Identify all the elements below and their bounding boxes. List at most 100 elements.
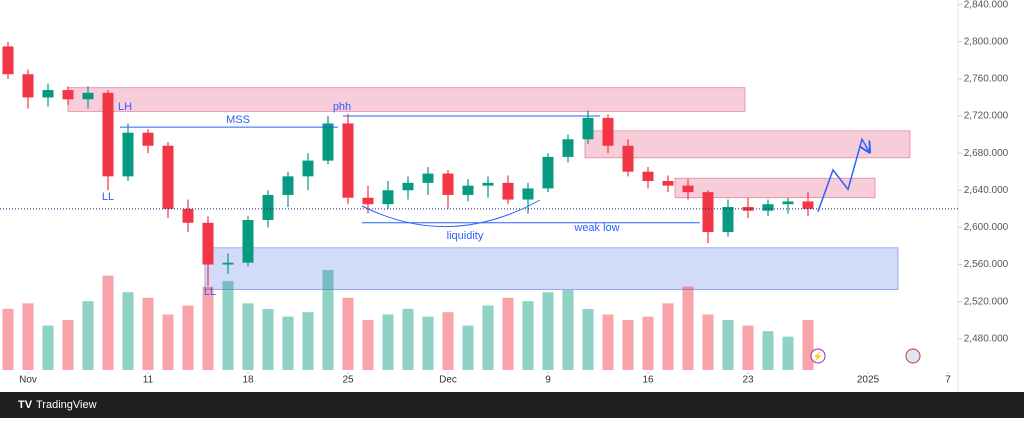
annotation-label: LL [102, 191, 114, 203]
x-tick-label: 25 [342, 375, 354, 386]
candle-body [522, 188, 534, 200]
volume-bar [482, 305, 494, 370]
x-tick-label: 18 [242, 375, 254, 386]
y-tick-label: 2,760.000 [964, 74, 1009, 85]
y-tick-label: 2,840.000 [964, 0, 1009, 10]
volume-bar [2, 308, 14, 370]
footer-bar [0, 392, 1024, 418]
volume-bar [562, 290, 574, 370]
brand-logo: TV [18, 399, 33, 411]
volume-bar [282, 316, 294, 370]
candle-body [722, 206, 734, 233]
candle-body [102, 92, 114, 177]
annotation-label: LL [204, 286, 216, 298]
zone [204, 247, 899, 291]
candle-body [422, 173, 434, 183]
candle-body [442, 173, 454, 195]
volume-bar [582, 308, 594, 370]
candle-body [562, 139, 574, 157]
y-tick-label: 2,720.000 [964, 111, 1009, 122]
candle-body [662, 181, 674, 186]
liquidity-curve [361, 199, 541, 227]
volume-bar [422, 316, 434, 370]
volume-bar [642, 316, 654, 370]
x-tick-label: 11 [143, 375, 154, 386]
event-icon-glyph: ⚡ [812, 350, 823, 362]
volume-bar [462, 325, 474, 370]
candle-body [402, 182, 414, 191]
volume-bar [322, 270, 334, 370]
candle-body [542, 156, 554, 189]
volume-bar [142, 297, 154, 370]
volume-bar [682, 286, 694, 370]
event-icon[interactable] [810, 348, 826, 364]
volume-bar [762, 331, 774, 370]
volume-bar [22, 303, 34, 370]
volume-bar [402, 308, 414, 370]
x-tick-label: 16 [642, 375, 654, 386]
candle-body [282, 176, 294, 195]
volume-bar [622, 320, 634, 370]
candle-body [162, 145, 174, 209]
brand: TradingView [36, 399, 97, 411]
volume-bar [502, 297, 514, 370]
candle-body [762, 204, 774, 211]
y-tick-label: 2,520.000 [964, 296, 1009, 307]
x-tick-label: 2025 [857, 375, 880, 386]
y-tick-label: 2,800.000 [964, 36, 1009, 47]
candle-body [342, 123, 354, 198]
x-tick-label: Dec [439, 375, 457, 386]
candle-body [42, 90, 54, 98]
candle-body [462, 185, 474, 195]
candle-body [642, 171, 654, 182]
candle-body [582, 117, 594, 140]
candle-body [362, 197, 374, 205]
flag-icon[interactable] [905, 348, 921, 364]
y-tick-label: 2,680.000 [964, 148, 1009, 159]
volume-bar [662, 303, 674, 370]
volume-bar [742, 325, 754, 370]
candle-body [322, 123, 334, 161]
zone [584, 130, 911, 159]
volume-bar [42, 325, 54, 370]
candle-body [602, 117, 614, 146]
candle-body [502, 182, 514, 200]
candle-body [182, 208, 194, 223]
projection-path [817, 137, 869, 212]
candle-body [82, 92, 94, 100]
volume-bar [222, 281, 234, 370]
candle-body [622, 145, 634, 172]
volume-bar [202, 286, 214, 370]
volume-bar [702, 314, 714, 370]
volume-bar [362, 320, 374, 370]
volume-bar [82, 301, 94, 370]
annotation-label: liquidity [447, 230, 484, 242]
volume-bar [442, 312, 454, 370]
volume-bar [522, 301, 534, 370]
x-tick-label: 23 [742, 375, 754, 386]
candle-body [222, 262, 234, 265]
candle-body [22, 74, 34, 98]
candle-body [302, 160, 314, 177]
candle-body [242, 219, 254, 263]
candle-body [202, 222, 214, 265]
y-tick-label: 2,560.000 [964, 259, 1009, 270]
y-tick-label: 2,640.000 [964, 185, 1009, 196]
candle-body [782, 201, 794, 205]
candle-body [262, 194, 274, 220]
volume-bar [262, 308, 274, 370]
candle-body [702, 192, 714, 233]
volume-bar [802, 320, 814, 370]
candle-body [62, 90, 74, 100]
volume-bar [342, 297, 354, 370]
annotation-label: phh [333, 101, 351, 113]
annotation-label: MSS [226, 114, 250, 126]
y-tick-label: 2,480.000 [964, 333, 1009, 344]
annotation-label: LH [118, 101, 132, 113]
candle-body [682, 185, 694, 193]
x-tick-label: 9 [545, 375, 551, 386]
y-tick-label: 2,600.000 [964, 222, 1009, 233]
annotation-label: weak low [573, 222, 619, 234]
zone [67, 87, 746, 112]
